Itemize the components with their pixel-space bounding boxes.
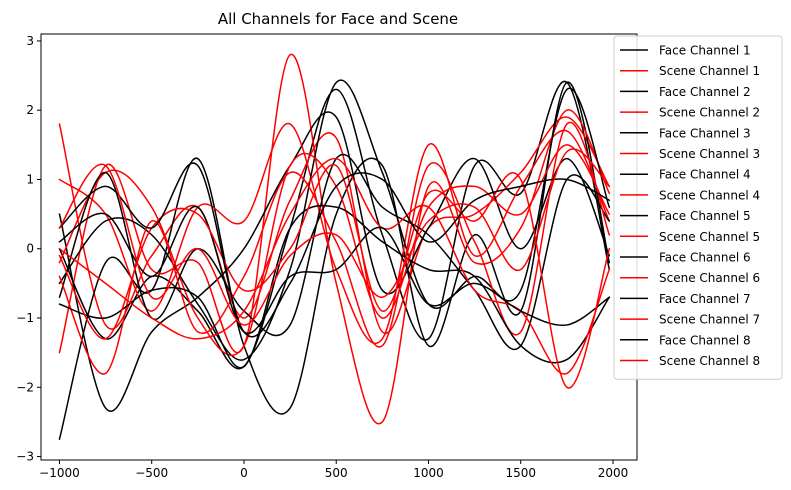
legend-label: Scene Channel 8 [659,354,760,368]
y-tick-label: 1 [26,172,34,186]
legend-label: Scene Channel 7 [659,313,760,327]
legend-label: Face Channel 1 [659,44,751,58]
x-tick-label: 1500 [505,466,536,480]
y-tick-label: −1 [16,311,34,325]
legend-label: Scene Channel 6 [659,271,760,285]
legend-label: Face Channel 2 [659,85,751,99]
legend-label: Scene Channel 5 [659,230,760,244]
y-axis: −3 −2 −1 0 1 2 3 [16,34,41,464]
series-line-11 [58,204,611,369]
y-tick-label: 0 [26,242,34,256]
legend-label: Face Channel 4 [659,168,751,182]
series-line-5 [58,111,611,412]
legend-box [613,35,783,380]
x-tick-label: 500 [325,466,348,480]
legend-label: Face Channel 6 [659,251,751,265]
y-tick-label: −2 [16,380,34,394]
series-line-6 [58,123,611,345]
series-line-16 [58,148,611,326]
x-tick-label: 0 [240,466,248,480]
legend: Face Channel 1 Scene Channel 1 Face Channe… [613,35,783,380]
legend-label: Face Channel 5 [659,209,751,223]
y-tick-label: 2 [26,103,34,117]
legend-label: Scene Channel 1 [659,64,760,78]
y-tick-label: 3 [26,34,34,48]
series-line-13 [58,205,611,335]
x-tick-label: 2000 [598,466,629,480]
series-line-2 [58,116,611,335]
series-lines [58,53,611,440]
legend-label: Face Channel 3 [659,126,751,140]
x-axis: −1000 −500 0 500 1000 1500 2000 [39,460,628,480]
legend-label: Face Channel 7 [659,292,751,306]
x-tick-label: −500 [135,466,168,480]
series-line-8 [58,144,611,357]
legend-label: Scene Channel 3 [659,147,760,161]
legend-label: Scene Channel 4 [659,188,760,202]
legend-label: Scene Channel 2 [659,106,760,120]
x-tick-label: 1000 [413,466,444,480]
series-line-12 [58,157,611,375]
series-line-10 [58,121,611,375]
y-tick-label: −3 [16,450,34,464]
legend-label: Face Channel 8 [659,333,751,347]
x-tick-label: −1000 [39,466,80,480]
chart-title: All Channels for Face and Scene [218,10,458,28]
